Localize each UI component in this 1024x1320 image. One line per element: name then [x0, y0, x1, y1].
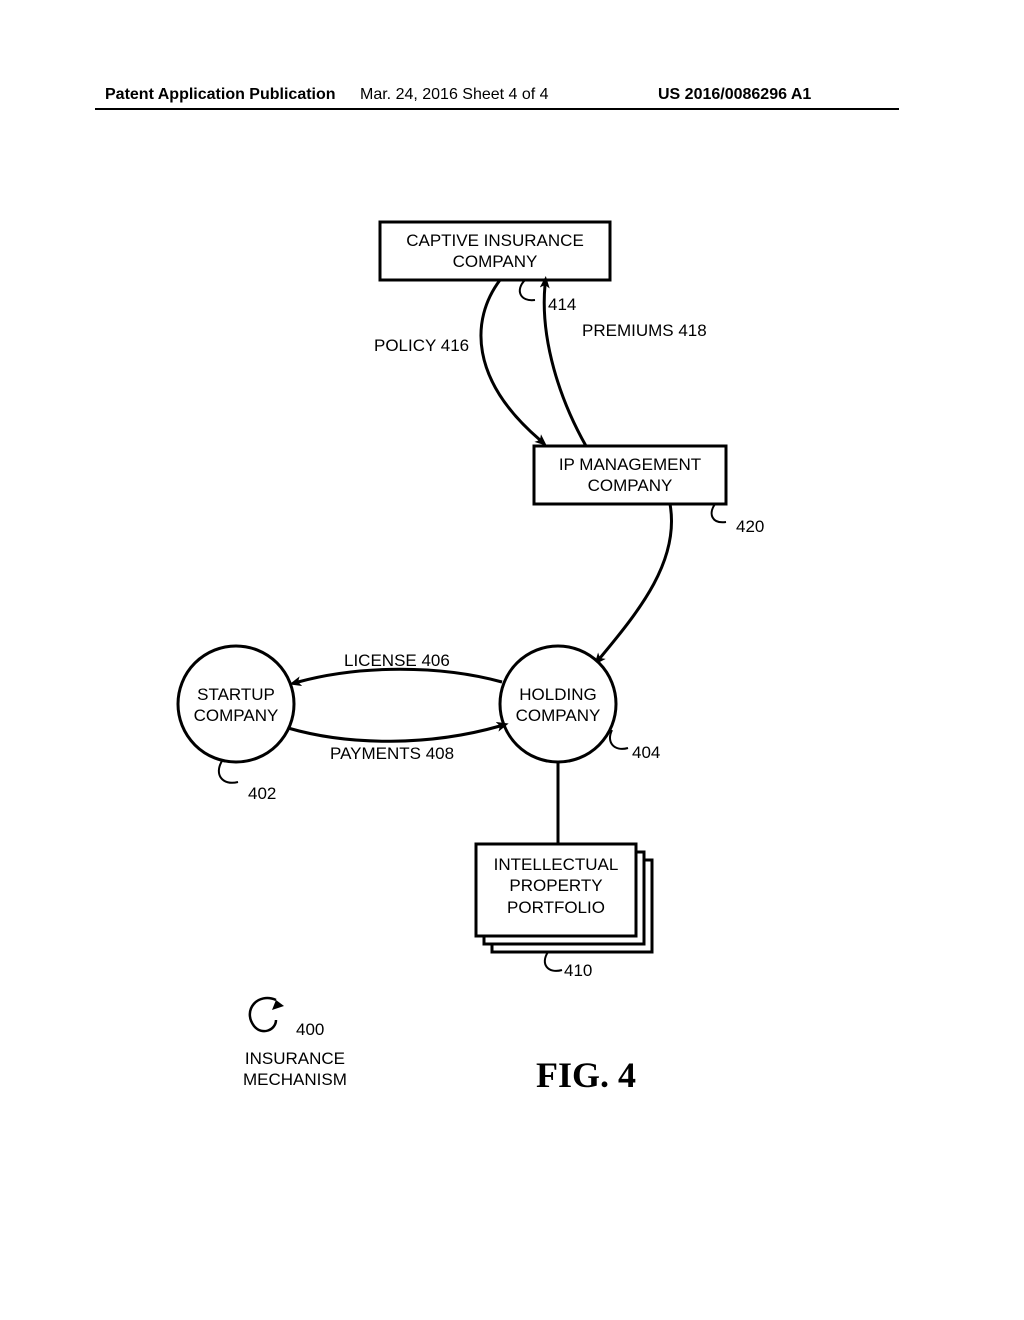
ref-hook-410: [545, 952, 562, 971]
label-premiums: PREMIUMS 418: [582, 320, 707, 341]
label-startup: STARTUPCOMPANY: [178, 684, 294, 727]
label-license: LICENSE 406: [344, 650, 450, 671]
ref-hook-402: [219, 761, 238, 783]
edge-ip-to-holding: [600, 504, 672, 658]
edge-payments: [288, 726, 500, 741]
ref-hook-420: [712, 504, 726, 522]
edge-policy: [481, 280, 540, 440]
label-holding: HOLDINGCOMPANY: [500, 684, 616, 727]
ref-410: 410: [564, 960, 592, 981]
ref-420: 420: [736, 516, 764, 537]
ref-hook-400-arrow: [272, 1000, 284, 1010]
label-ipmgmt: IP MANAGEMENTCOMPANY: [534, 454, 726, 497]
ref-hook-404: [610, 730, 628, 749]
label-portfolio: INTELLECTUALPROPERTYPORTFOLIO: [476, 854, 636, 918]
ref-hook-400: [250, 998, 276, 1031]
label-insurance-mechanism: INSURANCEMECHANISM: [243, 1048, 347, 1091]
page: Patent Application Publication Mar. 24, …: [0, 0, 1024, 1320]
ref-404: 404: [632, 742, 660, 763]
ref-400: 400: [296, 1019, 324, 1040]
label-captive: CAPTIVE INSURANCECOMPANY: [380, 230, 610, 273]
ref-402: 402: [248, 783, 276, 804]
label-payments: PAYMENTS 408: [330, 743, 454, 764]
label-policy: POLICY 416: [374, 335, 469, 356]
ref-hook-414: [520, 280, 535, 300]
figure-title: FIG. 4: [536, 1054, 636, 1096]
diagram-svg: [0, 0, 1024, 1320]
ref-414: 414: [548, 294, 576, 315]
